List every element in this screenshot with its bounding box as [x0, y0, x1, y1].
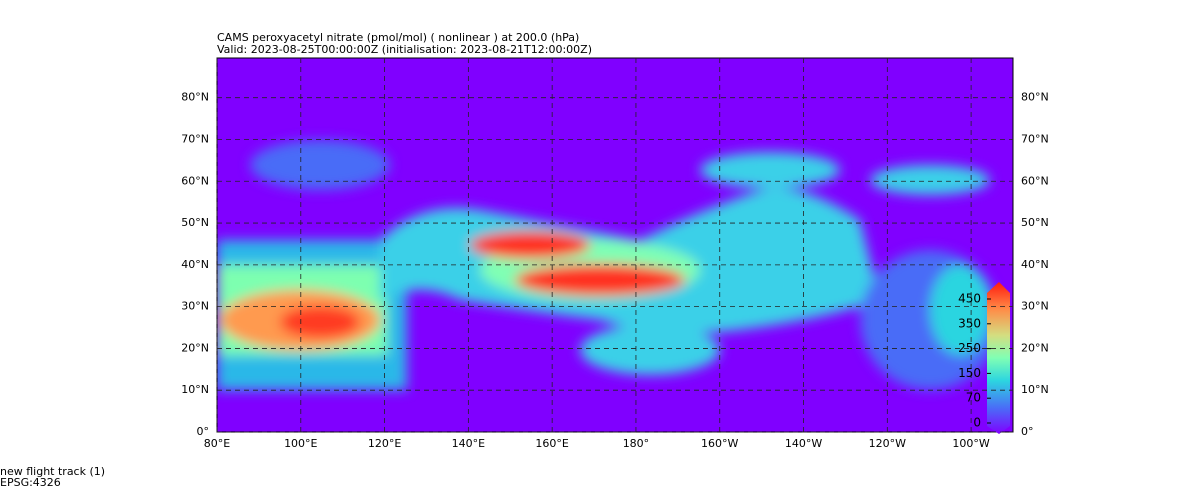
lat-tick-label: 80°N	[181, 91, 209, 104]
colorbar	[987, 282, 1010, 434]
field	[217, 58, 1013, 432]
title: CAMS peroxyacetyl nitrate (pmol/mol) ( n…	[217, 31, 579, 44]
lat-tick-label: 50°N	[1021, 216, 1049, 229]
lon-tick-label: 140°W	[785, 437, 822, 450]
crs-label: EPSG:4326	[0, 476, 61, 486]
lon-tick-label: 140°E	[452, 437, 485, 450]
lat-tick-label: 70°N	[181, 132, 209, 145]
lat-tick-label: 30°N	[1021, 300, 1049, 313]
subtitle: Valid: 2023-08-25T00:00:00Z (initialisat…	[217, 43, 592, 56]
lon-tick-label: 120°W	[869, 437, 906, 450]
lon-tick-label: 160°W	[701, 437, 738, 450]
lat-tick-label: 10°N	[1021, 383, 1049, 396]
lat-tick-label: 60°N	[181, 174, 209, 187]
colorbar-label: 250	[958, 341, 981, 355]
lon-tick-label: 180°	[623, 437, 650, 450]
lat-tick-label: 80°N	[1021, 91, 1049, 104]
lat-tick-label: 20°N	[181, 341, 209, 354]
lat-tick-label: 60°N	[1021, 174, 1049, 187]
colorbar-label: 350	[958, 316, 981, 330]
lat-tick-label: 20°N	[1021, 341, 1049, 354]
lon-tick-label: 120°E	[368, 437, 401, 450]
lon-tick-label: 100°E	[284, 437, 317, 450]
colorbar-label: 450	[958, 292, 981, 306]
lat-tick-label: 0°	[1021, 425, 1034, 438]
lon-tick-label: 80°E	[204, 437, 230, 450]
lat-tick-label: 40°N	[181, 258, 209, 271]
lon-tick-label: 100°W	[952, 437, 989, 450]
lat-tick-label: 50°N	[181, 216, 209, 229]
lat-tick-label: 10°N	[181, 383, 209, 396]
lat-tick-label: 30°N	[181, 300, 209, 313]
lat-tick-label: 0°	[197, 425, 210, 438]
lat-tick-label: 40°N	[1021, 258, 1049, 271]
colorbar-label: 70	[966, 391, 981, 405]
lon-tick-label: 160°E	[535, 437, 568, 450]
colorbar-label: 0	[973, 416, 981, 430]
layer-name: new flight track (1)	[0, 465, 105, 478]
lat-tick-label: 70°N	[1021, 132, 1049, 145]
colorbar-label: 150	[958, 366, 981, 380]
